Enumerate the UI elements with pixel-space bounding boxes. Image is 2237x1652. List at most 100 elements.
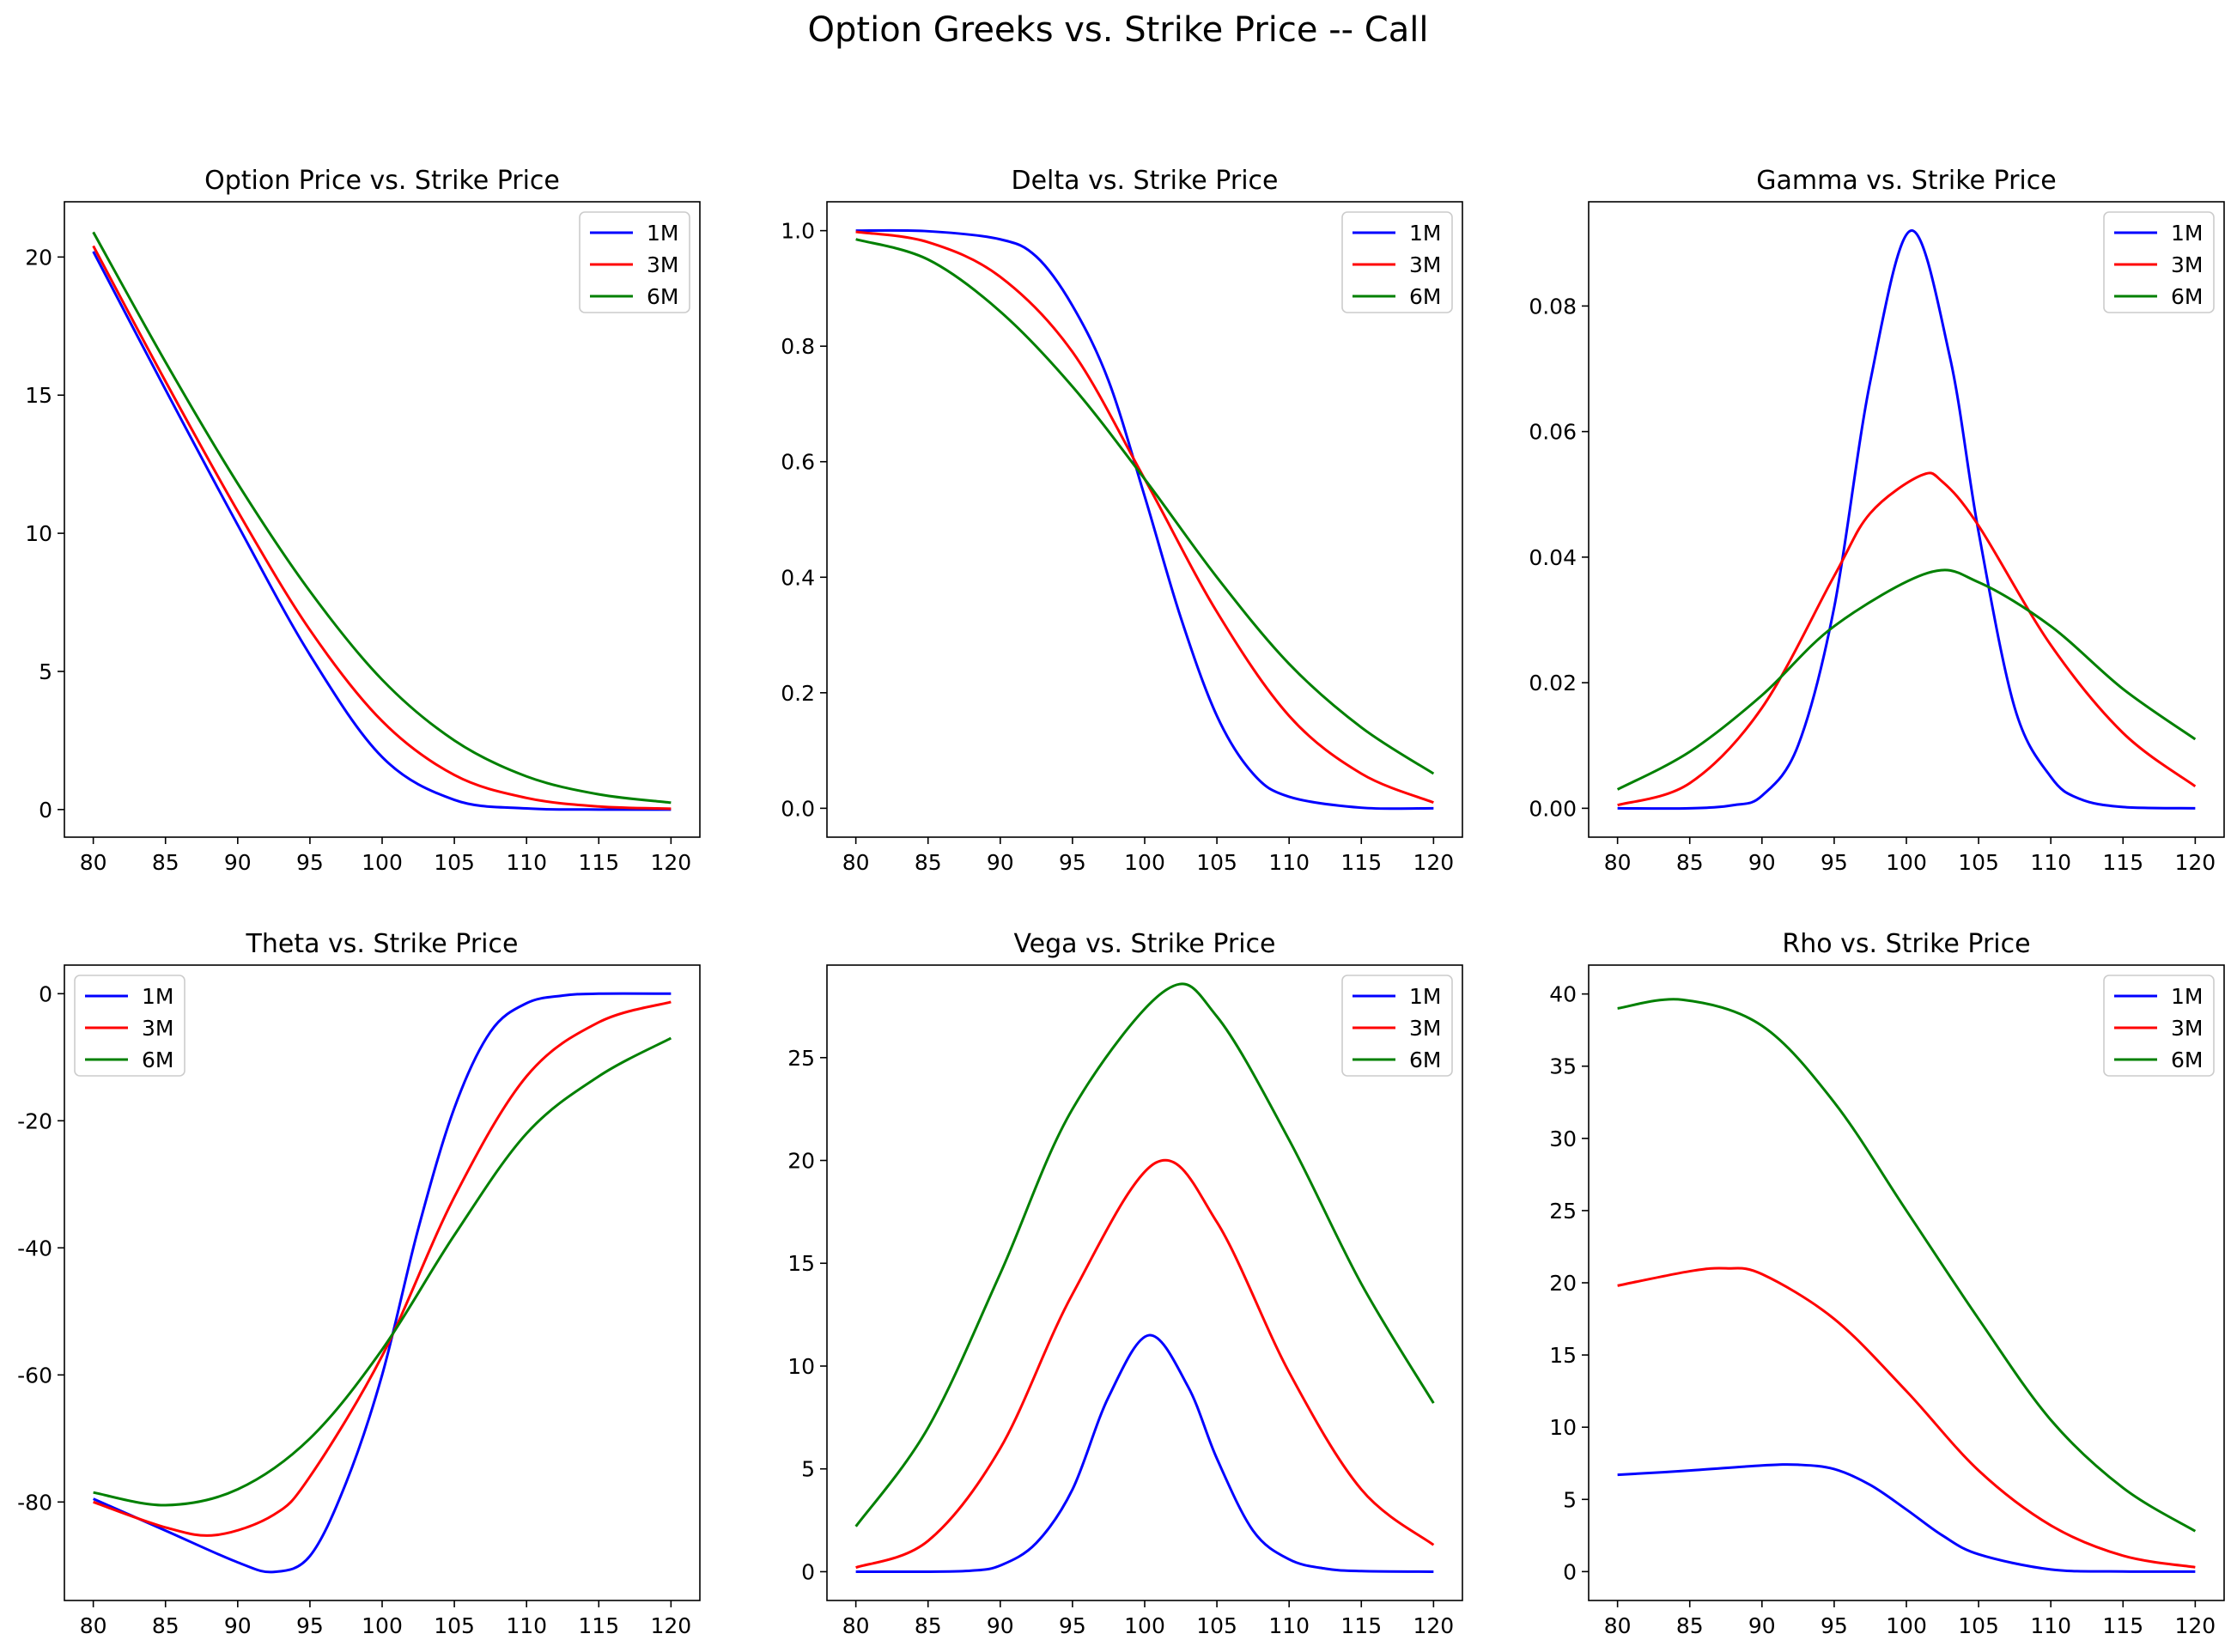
x-tick-label: 100: [1886, 1613, 1927, 1638]
legend-box: [74, 975, 185, 1077]
x-tick-label: 95: [1821, 850, 1848, 875]
series-line-1M: [855, 228, 1434, 811]
y-tick-label: 0: [39, 798, 52, 823]
x-tick-label: 95: [1059, 850, 1086, 875]
x-tick-label: 95: [1821, 1613, 1848, 1638]
x-tick-label: 85: [1676, 850, 1704, 875]
series-line-6M: [1617, 998, 2197, 1533]
x-tick-label: 120: [651, 1613, 692, 1638]
legend-box: [2103, 211, 2215, 313]
y-tick-label: 0: [801, 1559, 815, 1584]
x-tick-label: 115: [2102, 1613, 2143, 1638]
legend-box: [1341, 211, 1453, 313]
subplot-title: Vega vs. Strike Price: [1013, 929, 1275, 959]
x-tick-label: 100: [362, 1613, 403, 1638]
x-tick-label: 110: [506, 850, 547, 875]
x-tick-label: 105: [1958, 1613, 1999, 1638]
series-line-1M: [92, 251, 672, 811]
series-line-6M: [1616, 568, 2197, 791]
y-tick-label: 0.8: [781, 334, 815, 359]
x-tick-label: 95: [1059, 1613, 1086, 1638]
y-tick-label: 40: [1549, 982, 1577, 1007]
legend-label-1M: 1M: [647, 221, 678, 246]
legend-label-6M: 6M: [2171, 284, 2203, 309]
y-tick-label: 0.0: [781, 796, 815, 821]
y-tick-label: 0.02: [1529, 671, 1577, 695]
y-tick-label: 0.00: [1529, 796, 1577, 821]
subplot-5: Vega vs. Strike Price 80 85 90 95 100 105 110 11…: [787, 929, 1463, 1638]
legend: 1M 3M 6M: [2103, 975, 2215, 1077]
y-tick-label: 15: [25, 383, 52, 408]
x-tick-label: 100: [1124, 1613, 1165, 1638]
legend-box: [1341, 975, 1453, 1077]
x-tick-label: 90: [987, 1613, 1014, 1638]
x-tick-label: 110: [1268, 850, 1310, 875]
legend-label-6M: 6M: [2171, 1048, 2203, 1072]
x-tick-label: 120: [651, 850, 692, 875]
legend-label-1M: 1M: [1409, 984, 1441, 1009]
y-tick-label: 0.06: [1529, 420, 1577, 445]
x-tick-label: 85: [1676, 1613, 1704, 1638]
x-tick-label: 90: [224, 1613, 252, 1638]
x-tick-label: 80: [1604, 850, 1632, 875]
y-tick-label: -20: [17, 1108, 52, 1133]
y-tick-label: 0.6: [781, 450, 815, 475]
x-tick-label: 85: [915, 1613, 942, 1638]
legend-label-1M: 1M: [142, 984, 173, 1009]
subplot-4: Theta vs. Strike Price 80 85 90 95 100 105 110 1…: [17, 929, 701, 1638]
series-line-1M: [855, 1333, 1434, 1574]
x-tick-label: 80: [1604, 1613, 1632, 1638]
x-tick-label: 110: [2030, 1613, 2071, 1638]
legend-label-3M: 3M: [647, 252, 678, 277]
series-line-1M: [1617, 229, 2196, 811]
subplot-title: Gamma vs. Strike Price: [1756, 166, 2056, 196]
x-tick-label: 105: [1196, 1613, 1237, 1638]
x-tick-label: 80: [842, 850, 870, 875]
x-tick-label: 85: [152, 1613, 179, 1638]
y-tick-label: 1.0: [781, 219, 815, 244]
legend-label-3M: 3M: [142, 1016, 173, 1041]
y-tick-label: -80: [17, 1490, 52, 1515]
x-tick-label: 110: [506, 1613, 547, 1638]
x-tick-label: 95: [296, 1613, 324, 1638]
subplot-2: Delta vs. Strike Price 80 85 90 95 100 105 110 1…: [781, 166, 1463, 875]
legend-box: [579, 211, 690, 313]
y-tick-label: 35: [1549, 1054, 1577, 1079]
x-tick-label: 90: [1748, 1613, 1776, 1638]
legend: 1M 3M 6M: [74, 975, 185, 1077]
y-tick-label: 5: [1563, 1487, 1577, 1512]
x-tick-label: 105: [434, 850, 475, 875]
legend-label-6M: 6M: [1409, 284, 1441, 309]
x-tick-label: 120: [1413, 850, 1455, 875]
x-tick-label: 90: [1748, 850, 1776, 875]
y-tick-label: 0: [1563, 1559, 1577, 1584]
series-line-6M: [93, 1036, 672, 1507]
figure-suptitle: Option Greeks vs. Strike Price -- Call: [808, 10, 1429, 50]
y-tick-label: 20: [1549, 1271, 1577, 1296]
y-tick-label: 0: [39, 981, 52, 1006]
y-tick-label: 5: [39, 659, 52, 684]
series-line-3M: [1617, 1266, 2196, 1569]
x-tick-label: 80: [842, 1613, 870, 1638]
series-line-6M: [855, 238, 1435, 775]
y-tick-label: 20: [25, 245, 52, 270]
y-tick-label: 0.2: [781, 681, 815, 706]
x-tick-label: 85: [152, 850, 179, 875]
x-tick-label: 110: [1268, 1613, 1310, 1638]
x-tick-label: 85: [915, 850, 942, 875]
legend-label-3M: 3M: [1409, 1016, 1441, 1041]
series-line-3M: [92, 245, 672, 811]
x-tick-label: 115: [578, 850, 619, 875]
legend-label-6M: 6M: [1409, 1048, 1441, 1072]
y-tick-label: 10: [25, 521, 52, 546]
x-tick-label: 105: [1958, 850, 1999, 875]
legend-label-1M: 1M: [2171, 984, 2203, 1009]
x-tick-label: 115: [578, 1613, 619, 1638]
y-tick-label: 20: [787, 1149, 815, 1174]
y-tick-label: 5: [801, 1457, 815, 1482]
y-tick-label: -60: [17, 1363, 52, 1388]
series-line-6M: [854, 982, 1435, 1527]
y-tick-label: 30: [1549, 1127, 1577, 1151]
x-tick-label: 115: [1340, 1613, 1382, 1638]
